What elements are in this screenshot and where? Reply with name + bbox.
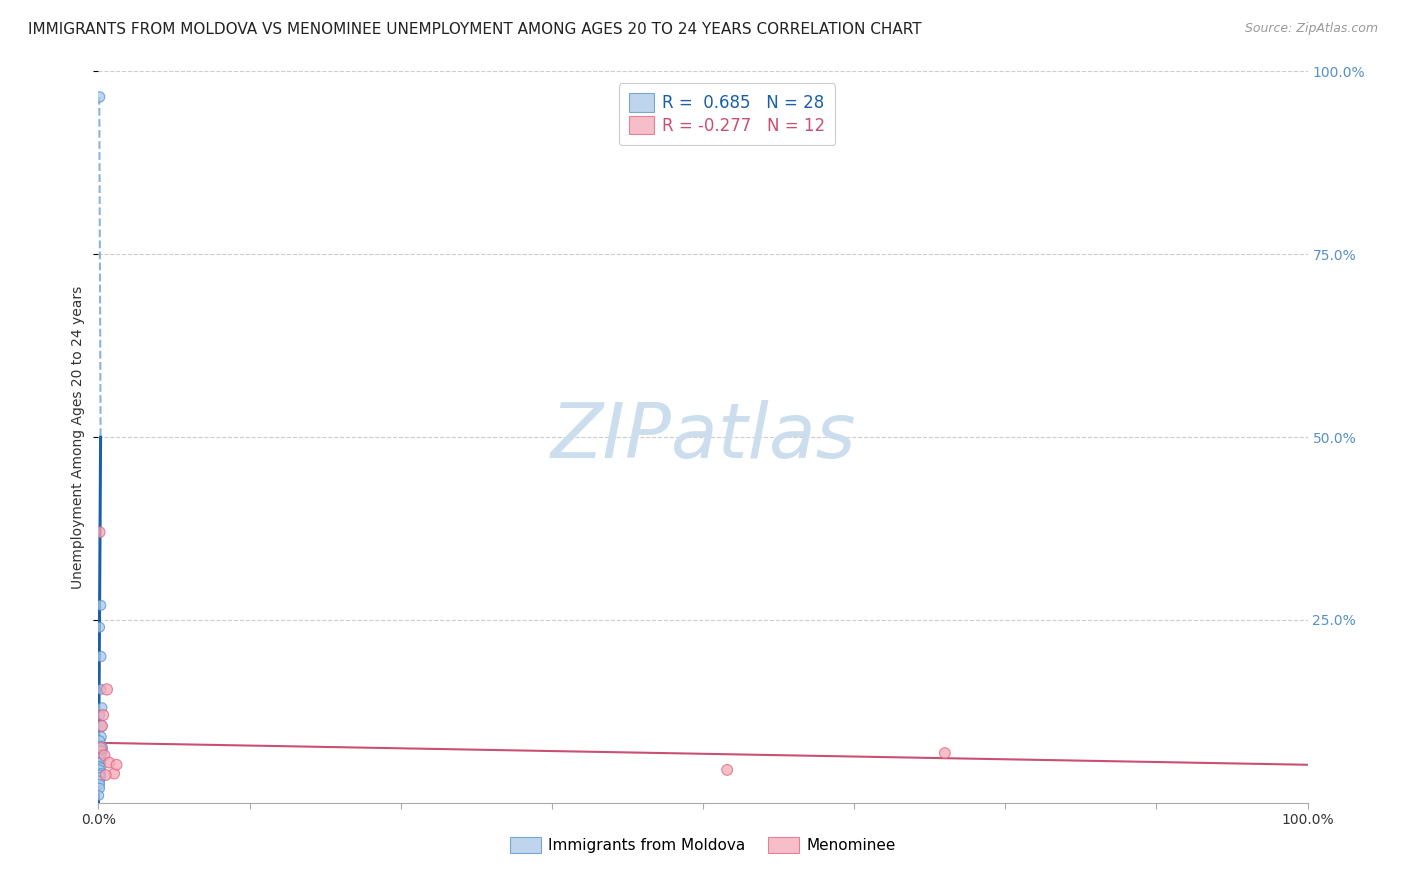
Point (89, 525, 111, 540)
Point (90, 748, 112, 763)
Point (90, 649, 112, 664)
Point (89, 756, 111, 770)
Point (90, 682, 112, 697)
Legend: Immigrants from Moldova, Menominee: Immigrants from Moldova, Menominee (502, 830, 904, 861)
Point (90, 740, 112, 755)
Point (89, 752, 111, 766)
Point (90, 730, 112, 744)
Point (89, 733, 111, 747)
Point (89, 763, 111, 777)
Point (105, 757, 128, 772)
Point (90, 770, 112, 784)
Point (89, 620, 111, 634)
Point (91, 700, 114, 714)
Text: IMMIGRANTS FROM MOLDOVA VS MENOMINEE UNEMPLOYMENT AMONG AGES 20 TO 24 YEARS CORR: IMMIGRANTS FROM MOLDOVA VS MENOMINEE UNE… (28, 22, 922, 37)
Point (98, 756, 121, 770)
Point (89, 90, 111, 104)
Point (89, 778, 111, 792)
Point (87, 789, 110, 803)
Point (96, 682, 118, 697)
Point (91, 719, 114, 733)
Point (716, 763, 738, 777)
Point (93, 748, 115, 763)
Point (89, 773, 111, 788)
Point (103, 766, 125, 780)
Point (89, 708, 111, 723)
Point (90, 719, 112, 733)
Text: Source: ZipAtlas.com: Source: ZipAtlas.com (1244, 22, 1378, 36)
Point (91, 708, 114, 723)
Point (89, 748, 111, 763)
Point (90, 766, 112, 780)
Point (90, 745, 112, 759)
Point (90, 745, 112, 759)
Point (90, 761, 112, 775)
Text: ZIPatlas: ZIPatlas (550, 401, 856, 474)
Point (90, 756, 112, 770)
Point (89, 768, 111, 782)
Point (934, 746, 956, 760)
Point (90, 740, 112, 755)
Point (89, 781, 111, 796)
Y-axis label: Unemployment Among Ages 20 to 24 years: Unemployment Among Ages 20 to 24 years (72, 285, 86, 589)
Point (90, 599, 112, 613)
Point (89, 759, 111, 773)
Point (94, 768, 117, 782)
